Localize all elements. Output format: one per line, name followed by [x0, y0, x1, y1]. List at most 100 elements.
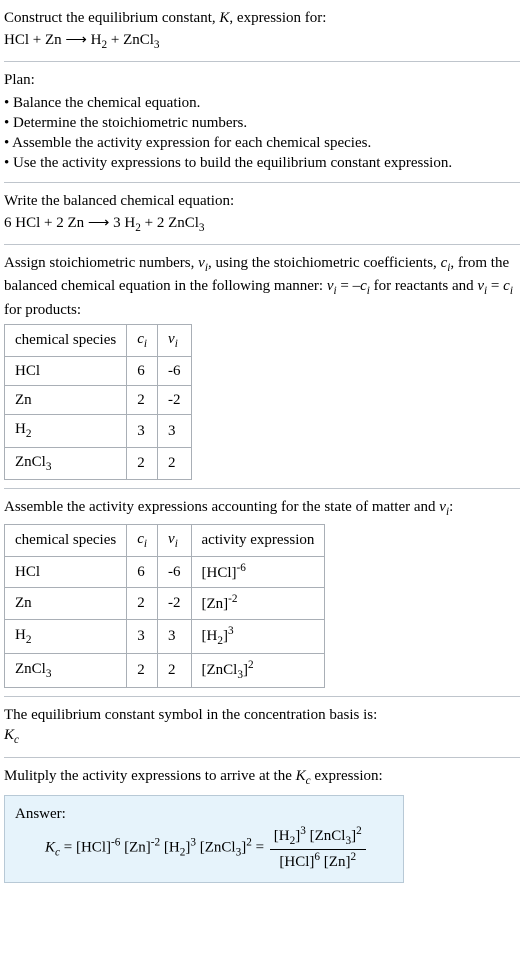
cell-nu: 2	[158, 653, 192, 687]
answer-label: Answer:	[15, 804, 393, 824]
base: [Zn]	[202, 596, 229, 612]
eq-rhs-h: H	[91, 32, 102, 48]
plan-heading: Plan:	[4, 70, 520, 90]
nu-hdr-i: i	[175, 538, 178, 550]
eq-lhs: HCl + Zn	[4, 32, 62, 48]
bal-lhs: 6 HCl + 2 Zn	[4, 215, 84, 231]
table-row: chemical species ci νi	[5, 324, 192, 356]
cell-c: 3	[127, 619, 158, 653]
cell-act: [Zn]-2	[191, 588, 325, 619]
base: [HCl]	[202, 565, 237, 581]
intro-block: Construct the equilibrium constant, K, e…	[4, 8, 520, 53]
plan-item: • Assemble the activity expression for e…	[4, 133, 520, 153]
plan-list: • Balance the chemical equation. • Deter…	[4, 93, 520, 174]
answer-equation: Kc = [HCl]-6 [Zn]-2 [H2]3 [ZnCl3]2 = [H2…	[45, 824, 393, 872]
kc-intro: The equilibrium constant symbol in the c…	[4, 705, 520, 725]
cell-species: ZnCl3	[5, 447, 127, 479]
t3a: [H	[164, 840, 180, 856]
sp-a: ZnCl	[15, 661, 46, 677]
kc-c: c	[14, 734, 19, 746]
cell-nu: 3	[158, 619, 192, 653]
cell-c: 2	[127, 588, 158, 619]
c3-i: i	[510, 285, 513, 297]
sp-a: H	[15, 421, 26, 437]
nu-hdr: ν	[168, 331, 175, 347]
stoich-intro: Assign stoichiometric numbers, ν i , using…	[4, 253, 520, 320]
cell-act: [H2]3	[191, 619, 325, 653]
rel1a: = –	[337, 278, 360, 294]
kc-K: K	[4, 727, 14, 743]
nu: ν	[198, 255, 205, 271]
intro-text-a: Construct the equilibrium constant,	[4, 10, 219, 26]
act-nu: ν	[439, 499, 446, 515]
unbalanced-equation: HCl + Zn ⟶ H2 + ZnCl3	[4, 30, 520, 53]
sp-sub: 3	[46, 668, 52, 680]
mul-a: Mulitply the activity expressions to arr…	[4, 768, 296, 784]
plan-item: • Use the activity expressions to build …	[4, 153, 520, 173]
t2b: [Zn]	[124, 840, 151, 856]
base-a: [ZnCl	[202, 662, 238, 678]
kc-symbol: Kc	[4, 725, 520, 748]
act-b: :	[449, 499, 453, 515]
cell-act: [HCl]-6	[191, 557, 325, 588]
rel2b: for products:	[4, 302, 81, 318]
mul-b: expression:	[311, 768, 383, 784]
eq-rhs-plus: + ZnCl	[107, 32, 154, 48]
rel1b: for reactants and	[370, 278, 477, 294]
th-species: chemical species	[5, 324, 127, 356]
cell-nu: -6	[158, 557, 192, 588]
cell-species: HCl	[5, 557, 127, 588]
cell-c: 2	[127, 653, 158, 687]
d1e: 6	[314, 851, 320, 863]
t1e: -6	[111, 837, 120, 849]
balanced-intro: Write the balanced chemical equation:	[4, 191, 520, 211]
n2e: 2	[356, 825, 362, 837]
n1a: [H	[274, 828, 290, 844]
table-row: ZnCl3 2 2	[5, 447, 192, 479]
sp-sub: 3	[46, 461, 52, 473]
arrow-icon: ⟶	[88, 213, 110, 233]
cell-c: 2	[127, 386, 158, 415]
rel2a: =	[487, 278, 503, 294]
stoich-table: chemical species ci νi HCl 6 -6 Zn 2 -2 …	[4, 324, 192, 480]
cell-species: H2	[5, 619, 127, 653]
intro-text-b: , expression for:	[229, 10, 326, 26]
cell-species: HCl	[5, 356, 127, 385]
cell-c: 2	[127, 447, 158, 479]
t3e: 3	[190, 837, 196, 849]
k-symbol: K	[219, 10, 229, 26]
d2: [Zn]	[324, 854, 351, 870]
stoich-a: Assign stoichiometric numbers,	[4, 255, 198, 271]
divider	[4, 244, 520, 245]
stoich-b: , using the stoichiometric coefficients,	[208, 255, 441, 271]
t2e: -2	[151, 837, 160, 849]
divider	[4, 182, 520, 183]
c3: c	[503, 278, 510, 294]
c-hdr: c	[137, 531, 144, 547]
sp-a: H	[15, 627, 26, 643]
exp: -6	[237, 562, 246, 574]
cell-c: 3	[127, 415, 158, 447]
t4a: [ZnCl	[200, 840, 236, 856]
cell-nu: 2	[158, 447, 192, 479]
d1: [HCl]	[279, 854, 314, 870]
table-row: ZnCl3 2 2 [ZnCl3]2	[5, 653, 325, 687]
th-nu: νi	[158, 525, 192, 557]
c-hdr-i: i	[144, 338, 147, 350]
divider	[4, 696, 520, 697]
answer-box: Answer: Kc = [HCl]-6 [Zn]-2 [H2]3 [ZnCl3…	[4, 795, 404, 884]
act-a: Assemble the activity expressions accoun…	[4, 499, 439, 515]
sp-sub: 2	[26, 634, 32, 646]
c-hdr: c	[137, 331, 144, 347]
divider	[4, 488, 520, 489]
bal-rhs-plus: + 2 ZnCl	[141, 215, 199, 231]
cell-c: 6	[127, 356, 158, 385]
cell-species: Zn	[5, 588, 127, 619]
exp: 2	[248, 659, 254, 671]
exp: 3	[228, 625, 234, 637]
multiply-intro: Mulitply the activity expressions to arr…	[4, 766, 520, 789]
bal-sub2: 3	[199, 222, 205, 234]
divider	[4, 61, 520, 62]
exp: -2	[228, 593, 237, 605]
arrow-icon: ⟶	[65, 30, 87, 50]
